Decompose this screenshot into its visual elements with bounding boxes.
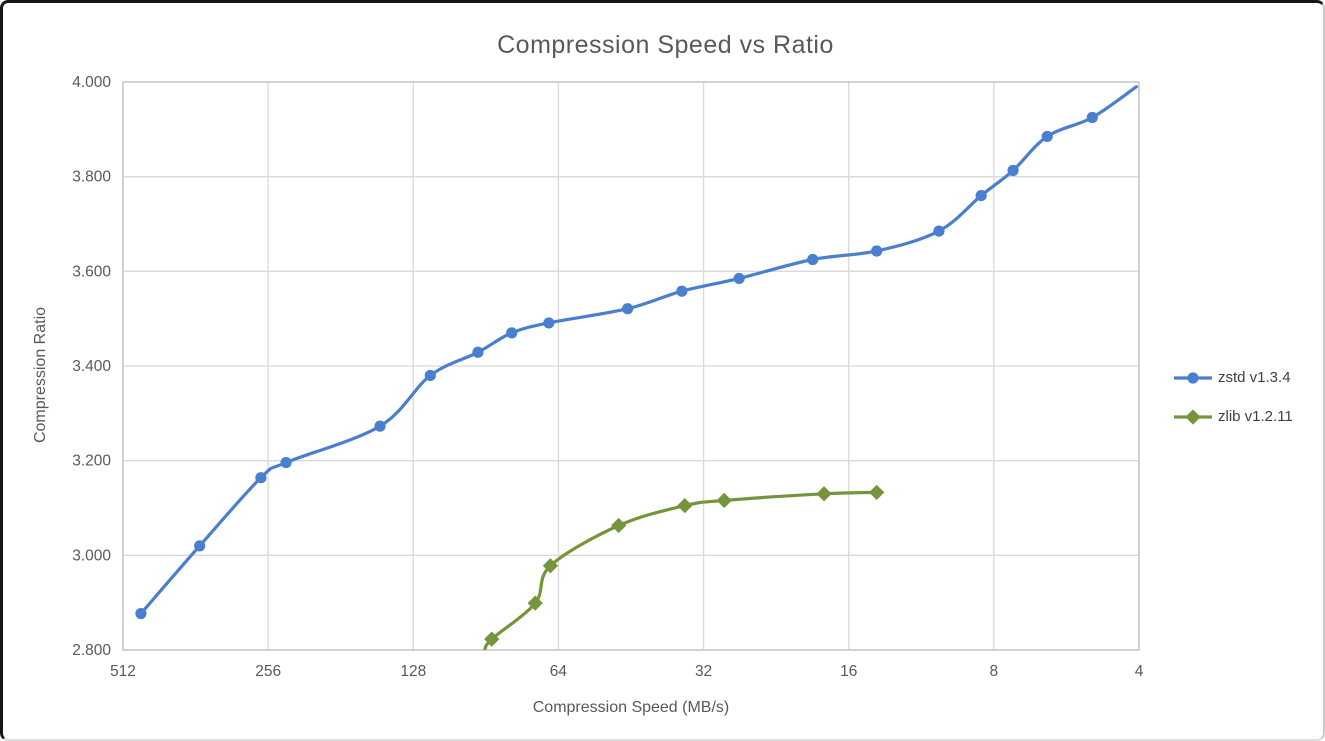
data-point-zstd	[676, 285, 688, 297]
y-tick-label: 3.400	[72, 358, 111, 375]
data-point-zlib	[869, 484, 885, 501]
legend-label-zlib: zlib v1.2.11	[1218, 408, 1293, 425]
x-tick-label: 256	[255, 663, 281, 680]
data-point-zstd	[194, 540, 206, 552]
x-tick-label: 128	[400, 663, 426, 680]
x-tick-label: 512	[110, 663, 136, 680]
chart-title: Compression Speed vs Ratio	[497, 31, 834, 59]
data-point-zlib	[484, 631, 500, 647]
data-point-zstd	[543, 317, 555, 329]
y-tick-label: 4.000	[72, 74, 111, 91]
x-tick-label: 64	[550, 663, 568, 680]
data-point-zstd	[424, 369, 436, 382]
legend-label-zstd: zstd v1.3.4	[1218, 369, 1291, 386]
series-line-zlib	[483, 490, 879, 650]
data-point-zstd	[472, 346, 484, 358]
data-point-zlib	[816, 486, 832, 502]
x-tick-label: 16	[840, 663, 857, 680]
data-point-zstd	[975, 190, 987, 202]
data-point-zstd	[255, 472, 267, 484]
y-tick-label: 3.600	[72, 263, 111, 280]
series-line-zstd	[139, 85, 1138, 616]
data-point-zstd	[621, 303, 634, 315]
data-point-zstd	[933, 225, 945, 237]
x-axis-title: Compression Speed (MB/s)	[532, 699, 730, 716]
y-tick-label: 3.000	[72, 547, 111, 564]
data-point-zstd	[280, 456, 292, 469]
legend-item-zstd: zstd v1.3.4	[1173, 369, 1293, 386]
data-point-zlib	[611, 517, 627, 534]
data-point-zlib	[542, 558, 559, 574]
data-point-zlib	[716, 492, 732, 509]
data-point-zlib	[527, 595, 543, 611]
data-point-zstd	[506, 327, 518, 339]
plot-border	[122, 81, 1140, 651]
data-point-zstd	[1007, 164, 1019, 177]
y-axis-title: Compression Ratio	[32, 306, 49, 444]
legend-marker-zlib	[1174, 408, 1212, 425]
legend: zstd v1.3.4 zlib v1.2.11	[1173, 369, 1293, 425]
legend-marker-zstd	[1174, 371, 1212, 384]
data-point-zstd	[733, 272, 745, 285]
data-point-zstd	[1086, 111, 1098, 124]
x-tick-label: 4	[1135, 663, 1144, 680]
data-point-zstd	[871, 245, 883, 257]
y-tick-label: 3.800	[72, 169, 111, 186]
data-point-zstd	[374, 420, 386, 432]
data-point-zstd	[135, 607, 147, 620]
y-tick-label: 3.200	[72, 453, 111, 470]
data-point-zstd	[807, 253, 819, 266]
x-tick-label: 32	[695, 663, 712, 680]
data-point-zlib	[677, 497, 693, 514]
plot-canvas: 2.800 3.000 3.200 3.400 3.600 3.800 4.000 512 25…	[72, 74, 1144, 680]
data-point-zstd	[1041, 130, 1053, 143]
x-tick-label: 8	[990, 663, 999, 680]
legend-item-zlib: zlib v1.2.11	[1173, 408, 1293, 425]
y-tick-label: 2.800	[72, 642, 111, 659]
